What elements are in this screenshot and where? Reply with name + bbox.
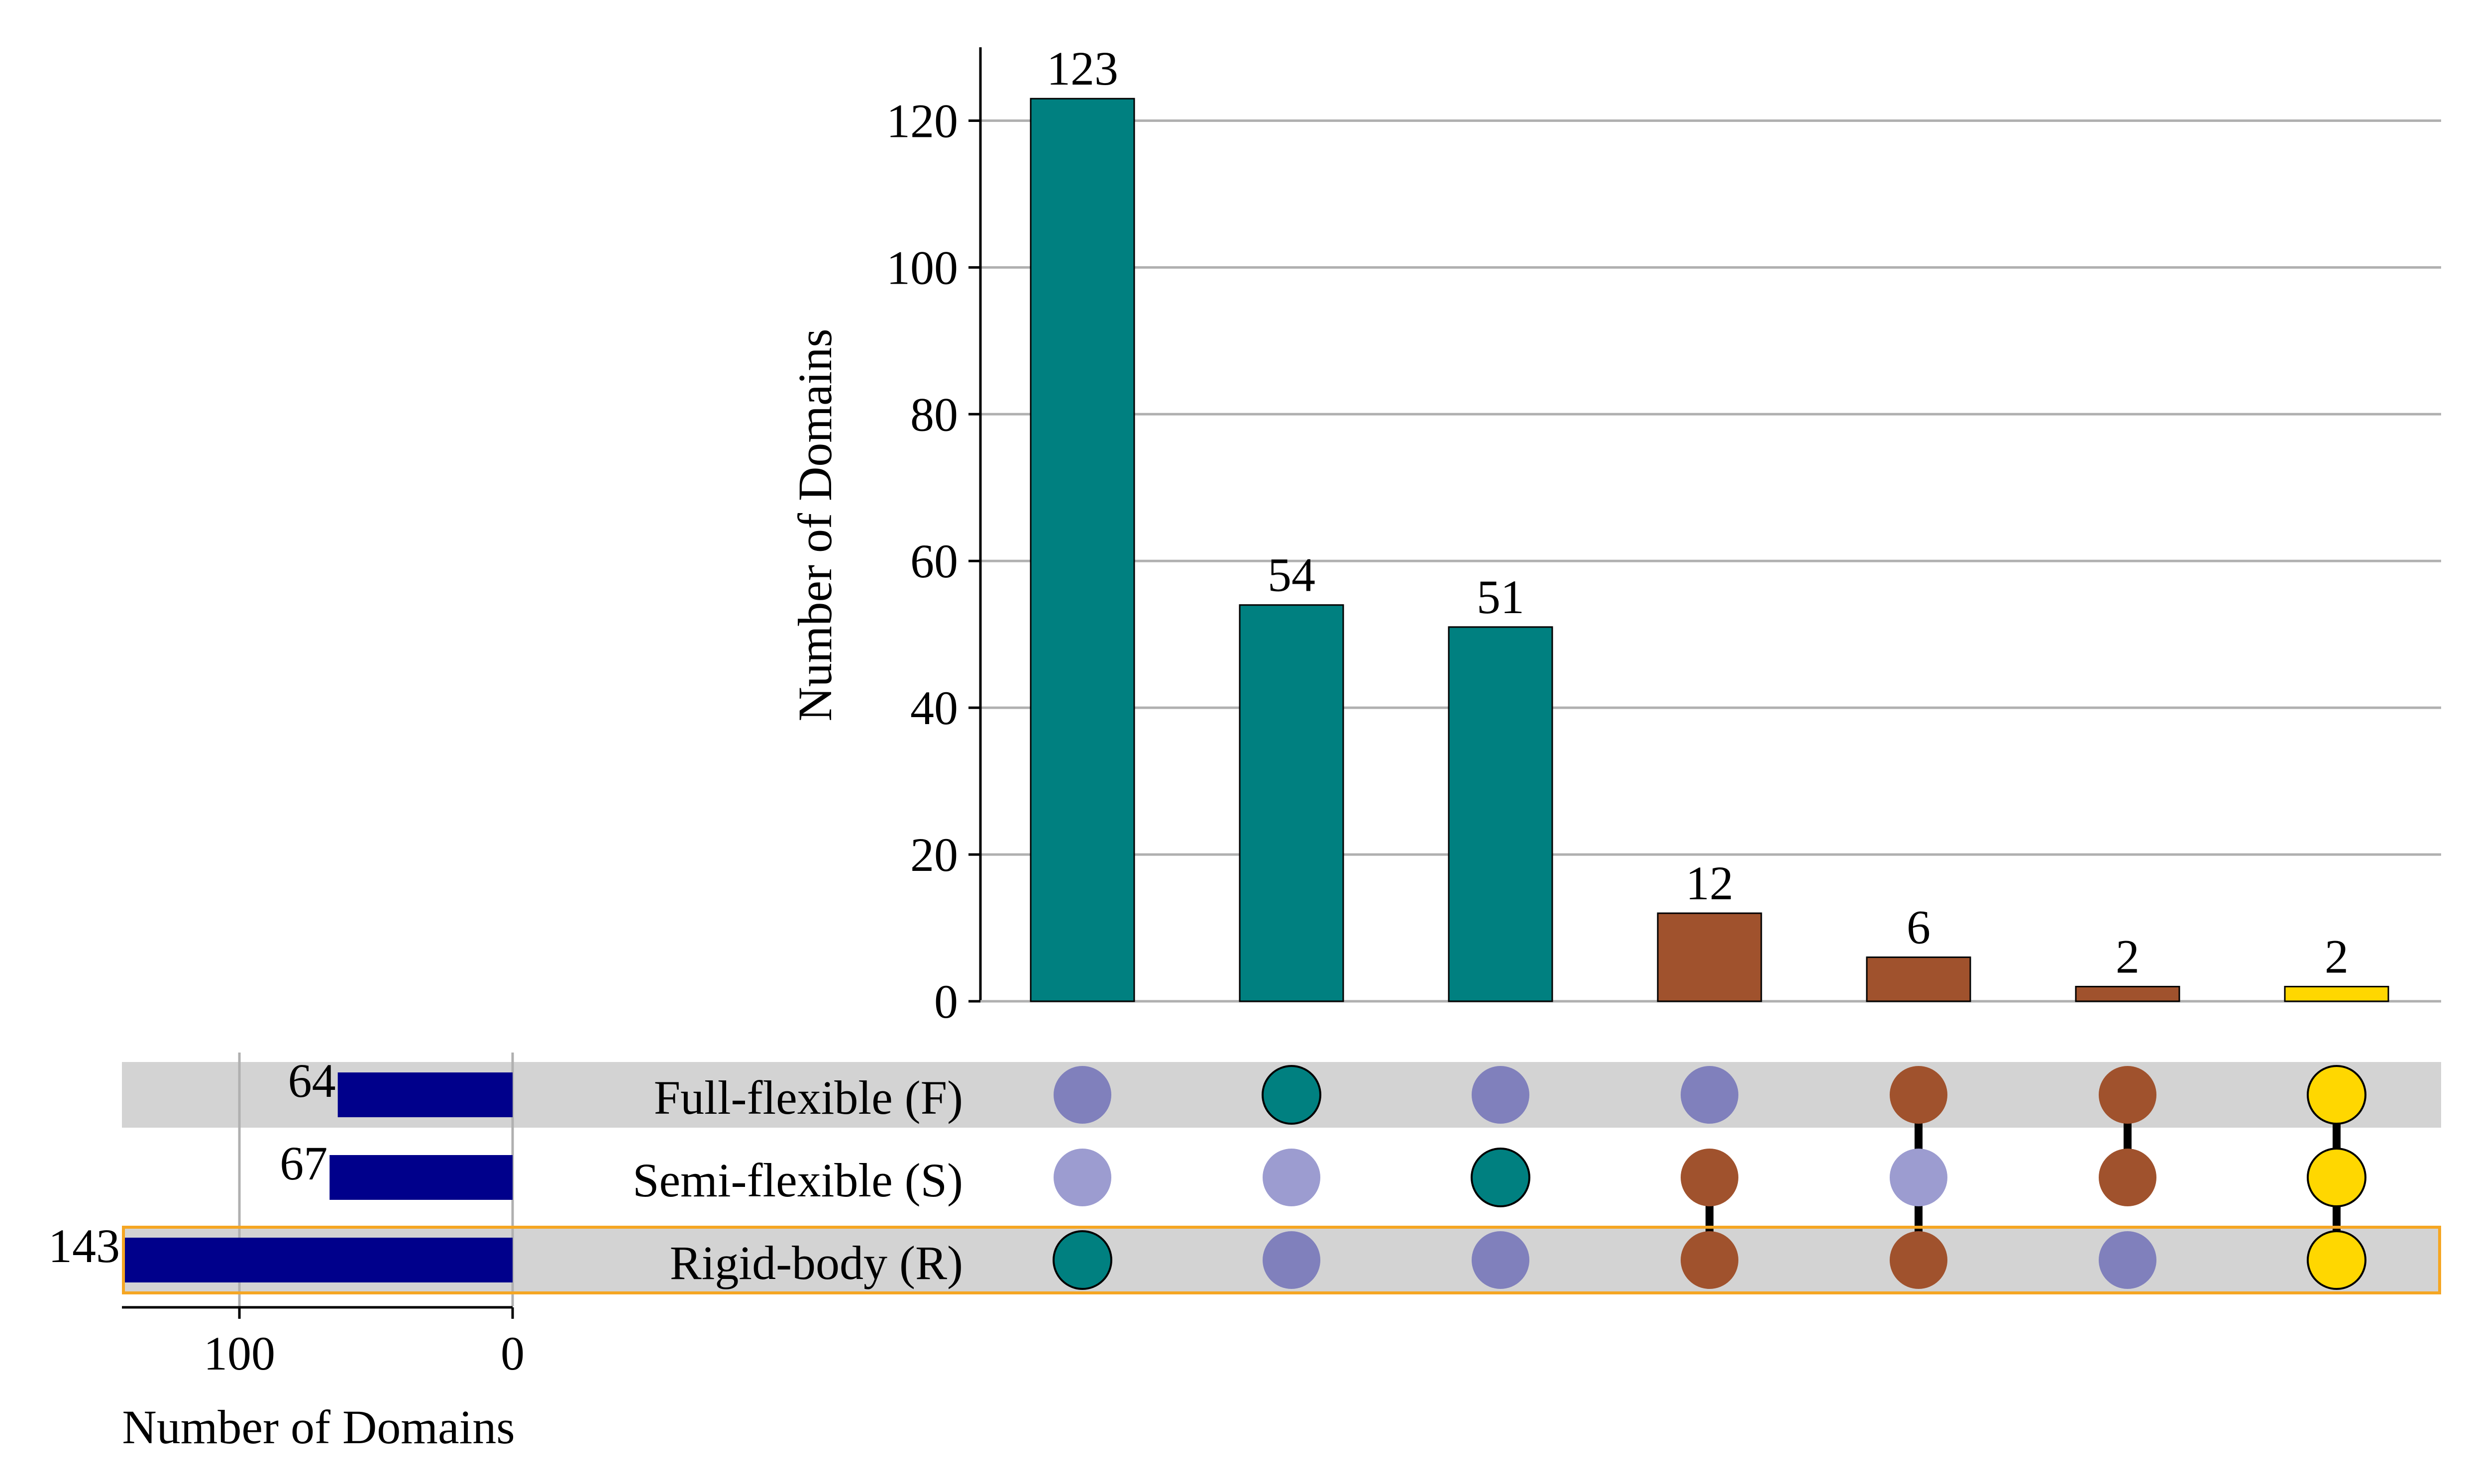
matrix-dot-1-full-flexible-f-inactive (1054, 1066, 1111, 1124)
matrix-dot-7-rigid-body-r-active (2307, 1230, 2366, 1290)
set-size-bar-rigid-body-r (122, 1238, 513, 1282)
set-size-bar-semi-flexible-s (329, 1155, 513, 1200)
y-tick-label-80: 80 (910, 388, 958, 441)
intersection-bar-6 (2075, 986, 2180, 1002)
intersection-bar-2 (1239, 604, 1344, 1002)
y-tick-label-120: 120 (886, 94, 958, 147)
matrix-dot-3-rigid-body-r-inactive (1472, 1231, 1529, 1289)
matrix-dot-3-full-flexible-f-inactive (1472, 1066, 1529, 1124)
set-size-x-tick-label-0: 0 (501, 1327, 525, 1380)
y-tick-label-60: 60 (910, 534, 958, 588)
matrix-dot-4-semi-flexible-s-active (1681, 1149, 1738, 1206)
set-size-label-rigid-body-r: 143 (48, 1219, 120, 1272)
matrix-dot-6-rigid-body-r-inactive (2099, 1231, 2156, 1289)
matrix-dot-1-semi-flexible-s-inactive (1054, 1149, 1111, 1206)
matrix-dot-3-semi-flexible-s-active (1471, 1148, 1530, 1207)
y-tick-label-0: 0 (934, 975, 958, 1028)
matrix-dot-4-full-flexible-f-inactive (1681, 1066, 1738, 1124)
intersection-bar-label-2: 54 (1268, 548, 1315, 602)
set-name-semi-flexible-s: Semi-flexible (S) (633, 1154, 963, 1207)
matrix-dot-2-full-flexible-f-active (1262, 1065, 1321, 1125)
set-size-bar-full-flexible-f (337, 1072, 513, 1117)
matrix-dot-5-rigid-body-r-active (1890, 1231, 1947, 1289)
matrix-dot-5-semi-flexible-s-inactive (1890, 1149, 1947, 1206)
matrix-dot-6-semi-flexible-s-active (2099, 1149, 2156, 1206)
intersection-bar-5 (1866, 956, 1971, 1002)
matrix-dot-2-semi-flexible-s-inactive (1263, 1149, 1320, 1206)
y-tick-label-100: 100 (886, 241, 958, 294)
set-size-x-axis-title: Number of Domains (122, 1400, 515, 1454)
intersection-bar-label-7: 2 (2325, 930, 2349, 983)
intersection-bar-3 (1448, 626, 1553, 1002)
intersection-bar-1 (1030, 98, 1135, 1002)
intersection-bar-label-5: 6 (1907, 901, 1930, 954)
intersection-bar-label-6: 2 (2116, 930, 2140, 983)
intersection-bar-label-1: 123 (1047, 42, 1118, 95)
set-size-label-semi-flexible-s: 67 (280, 1137, 327, 1190)
matrix-dot-7-full-flexible-f-active (2307, 1065, 2366, 1125)
intersection-bar-label-3: 51 (1477, 570, 1524, 624)
matrix-dot-2-rigid-body-r-inactive (1263, 1231, 1320, 1289)
intersection-bar-label-4: 12 (1686, 856, 1733, 910)
matrix-dot-7-semi-flexible-s-active (2307, 1148, 2366, 1207)
y-tick-label-20: 20 (910, 828, 958, 881)
set-size-x-tick-label-100: 100 (204, 1327, 275, 1380)
matrix-dot-6-full-flexible-f-active (2099, 1066, 2156, 1124)
intersection-bar-7 (2284, 986, 2389, 1002)
intersection-bar-4 (1657, 912, 1762, 1002)
y-tick-label-40: 40 (910, 681, 958, 735)
matrix-dot-4-rigid-body-r-active (1681, 1231, 1738, 1289)
matrix-dot-1-rigid-body-r-active (1053, 1230, 1112, 1290)
matrix-dot-5-full-flexible-f-active (1890, 1066, 1947, 1124)
highlight-border-rigid-body-r (122, 1226, 2441, 1294)
set-name-full-flexible-f: Full-flexible (F) (654, 1071, 963, 1124)
set-size-label-full-flexible-f: 64 (288, 1054, 336, 1107)
set-name-rigid-body-r: Rigid-body (R) (670, 1236, 963, 1289)
y-axis-title: Number of Domains (788, 328, 842, 721)
